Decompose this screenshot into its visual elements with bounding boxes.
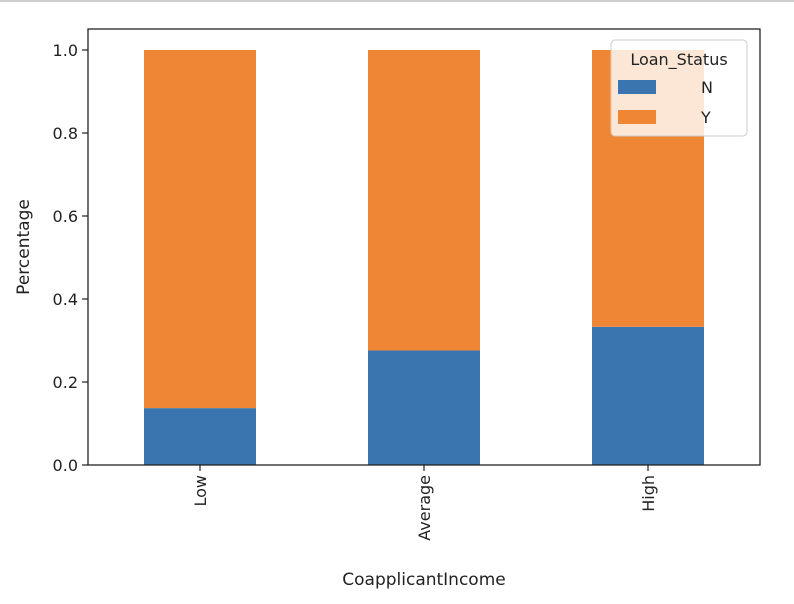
legend-swatch-y	[618, 110, 656, 124]
x-tick-label: Low	[191, 475, 210, 507]
bar-n-high	[592, 326, 704, 465]
y-axis: 0.0 0.2 0.4 0.6 0.8 1.0	[53, 41, 88, 475]
y-tick-label: 0.8	[53, 124, 78, 143]
y-tick-label: 1.0	[53, 41, 78, 60]
legend-swatch-n	[618, 80, 656, 94]
y-tick-label: 0.2	[53, 373, 78, 392]
legend-title: Loan_Status	[630, 50, 727, 70]
legend-label-n: N	[701, 78, 713, 97]
y-tick-label: 0.0	[53, 456, 78, 475]
legend: Loan_Status NY	[610, 39, 748, 137]
x-axis: Low Average High	[191, 465, 658, 541]
bar-y-low	[144, 50, 256, 409]
bar-n-low	[144, 408, 256, 465]
top-border	[0, 0, 794, 2]
legend-label-y: Y	[700, 108, 711, 127]
bar-y-average	[368, 50, 480, 351]
x-axis-label: CoapplicantIncome	[342, 570, 505, 590]
y-tick-label: 0.4	[53, 290, 78, 309]
y-axis-label: Percentage	[14, 199, 34, 295]
x-tick-label: Average	[415, 475, 434, 541]
bar-n-average	[368, 350, 480, 465]
y-tick-label: 0.6	[53, 207, 78, 226]
x-tick-label: High	[639, 475, 658, 512]
